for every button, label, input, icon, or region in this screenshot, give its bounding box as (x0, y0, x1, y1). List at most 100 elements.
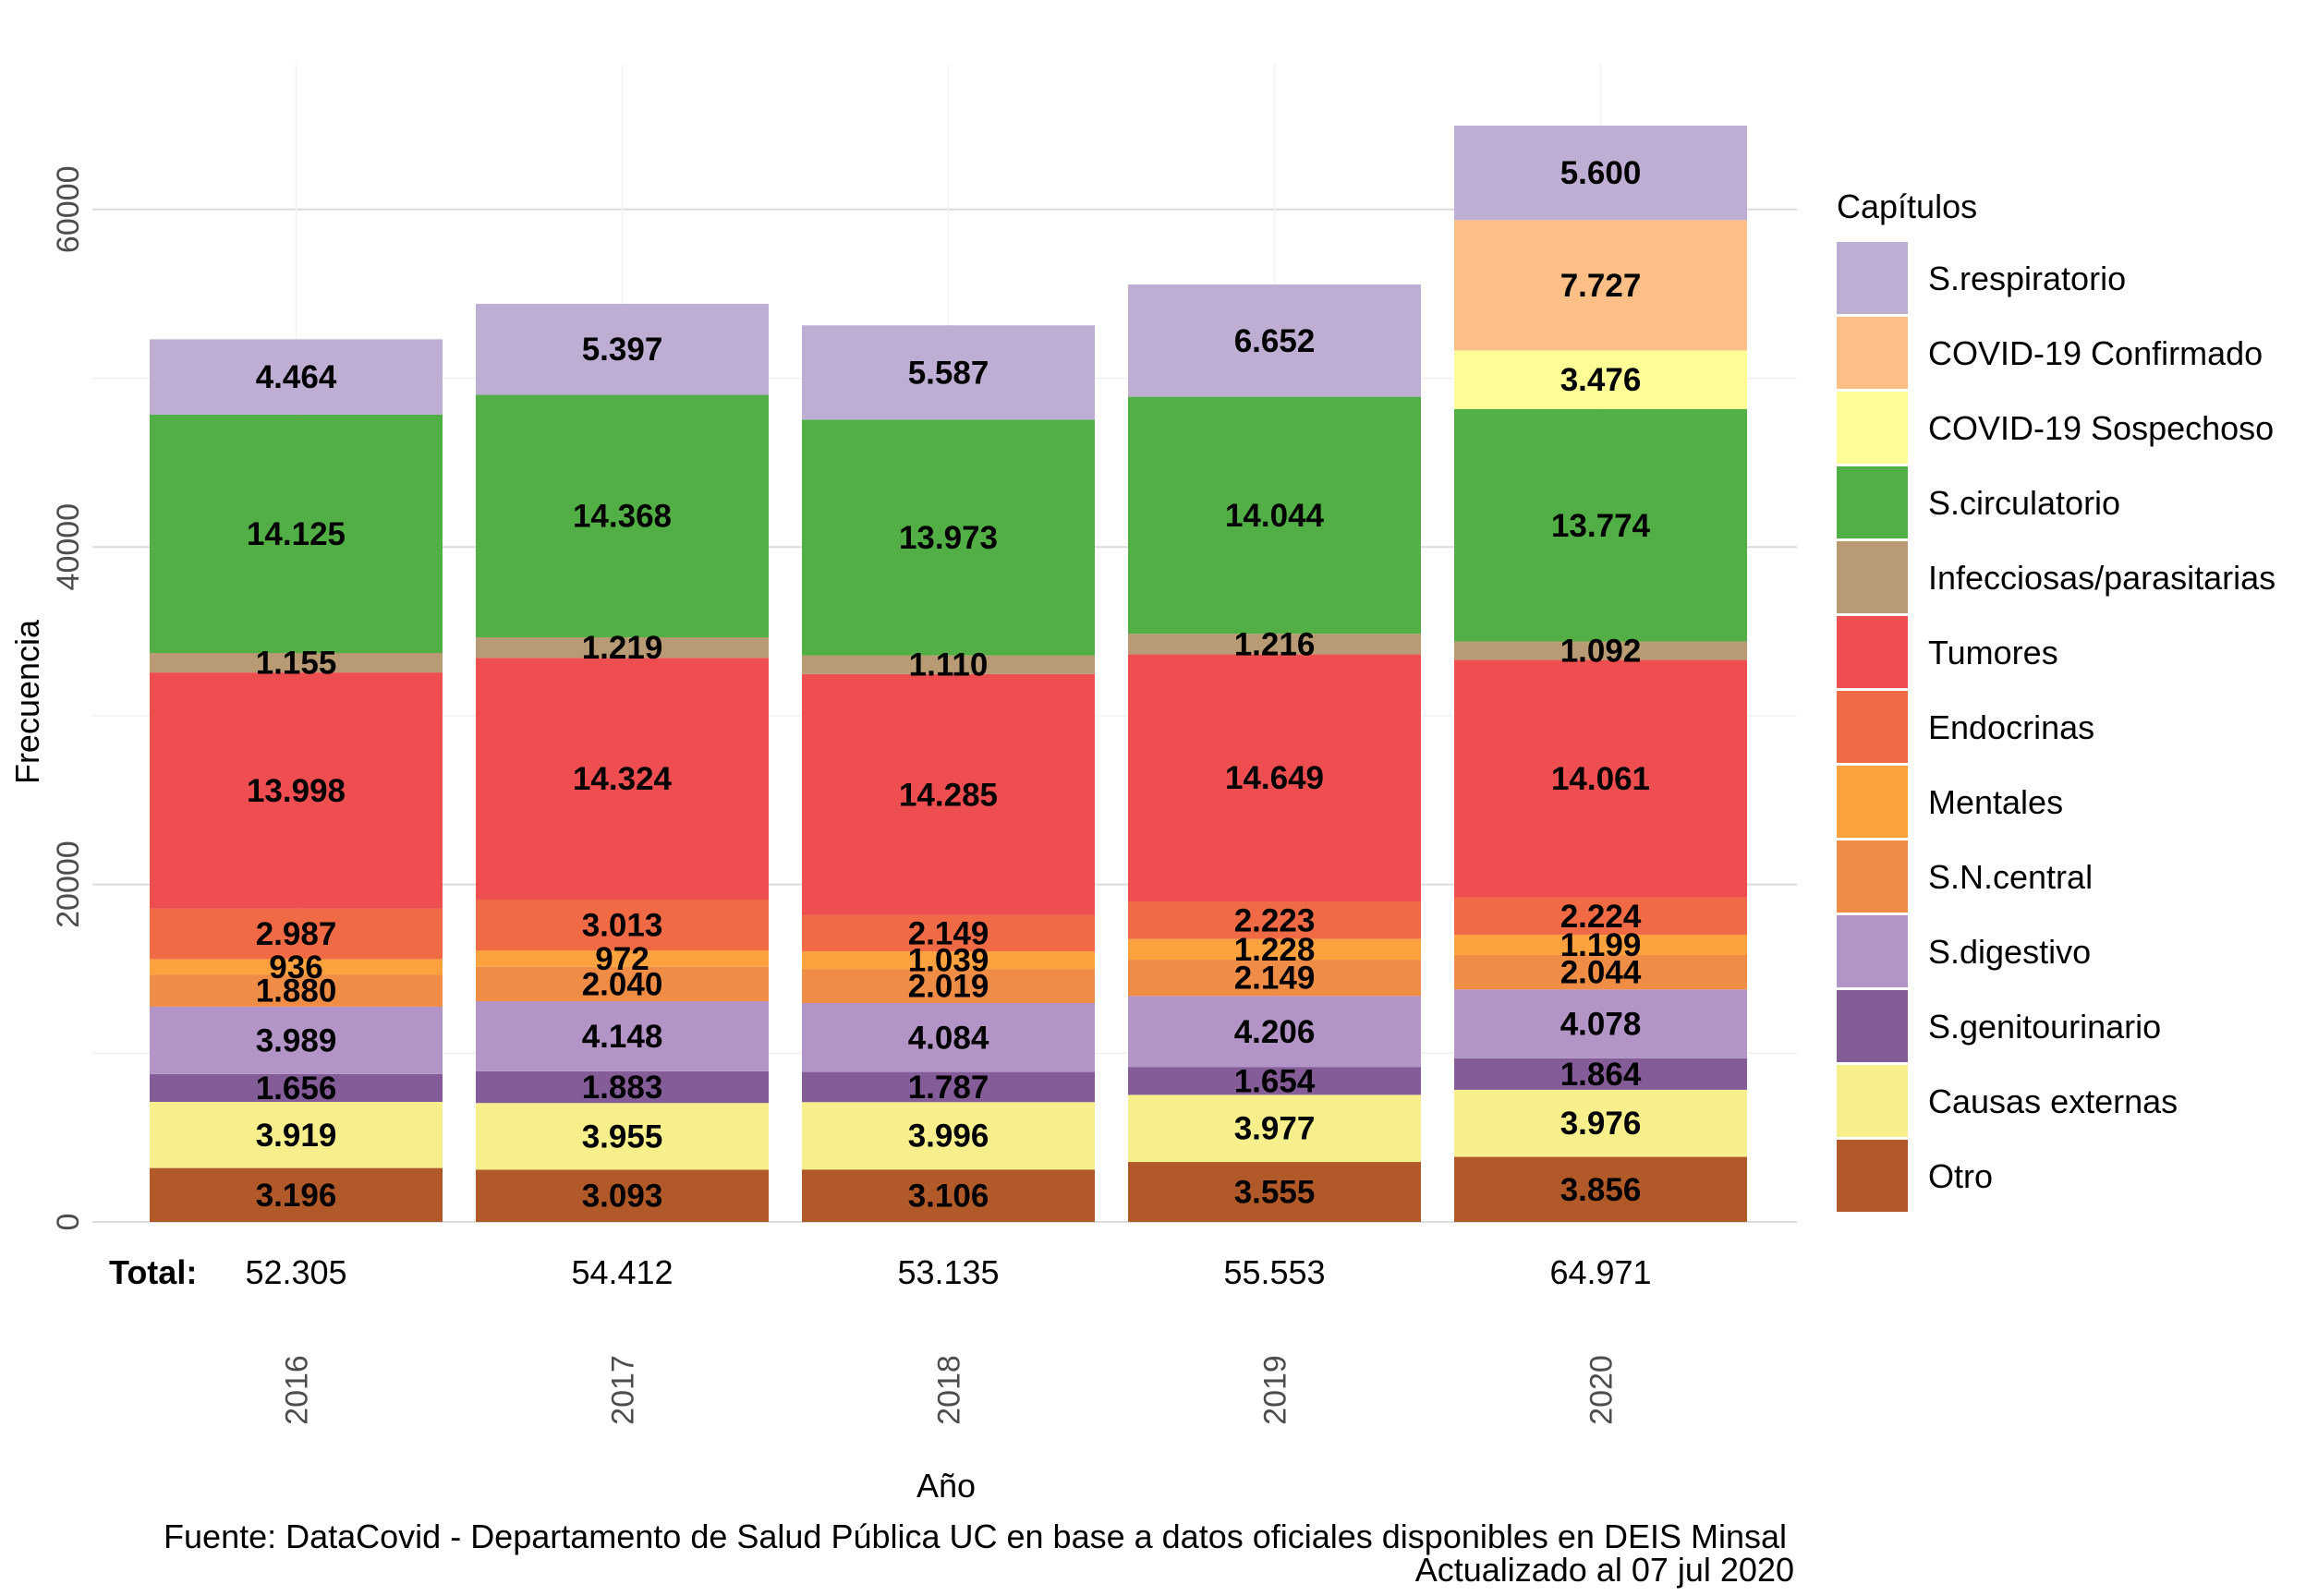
bar-segment (1454, 897, 1747, 936)
total-value: 53.135 (897, 1253, 999, 1291)
segment-label: 4.206 (1234, 1014, 1316, 1050)
legend-label: S.genitourinario (1928, 1008, 2161, 1046)
bar-segment (802, 1002, 1095, 1072)
legend-label: Causas externas (1928, 1082, 2178, 1120)
legend-label: Otro (1928, 1157, 1993, 1195)
segment-label: 1.216 (1234, 626, 1316, 662)
bar-segment (476, 658, 769, 900)
segment-label: 13.774 (1551, 508, 1651, 544)
legend-label: Tumores (1928, 634, 2058, 671)
bar-segment (476, 1169, 769, 1222)
bar-segment (1128, 1094, 1421, 1163)
bars (150, 125, 1747, 1222)
segment-label: 3.196 (256, 1178, 337, 1214)
legend-swatch (1837, 840, 1908, 913)
caption-source: Fuente: DataCovid - Departamento de Salu… (164, 1517, 1787, 1555)
x-tick-label: 2017 (606, 1355, 641, 1425)
x-axis-title: Año (916, 1467, 976, 1505)
bar-segment (1128, 284, 1421, 397)
bar-segment (476, 1001, 769, 1071)
segment-label: 3.989 (256, 1022, 337, 1058)
segment-label: 4.078 (1560, 1007, 1642, 1043)
segment-label: 3.013 (582, 907, 663, 943)
segment-label: 1.656 (256, 1070, 337, 1106)
y-axis-title: Frecuencia (8, 619, 46, 784)
legend-swatch (1837, 242, 1908, 314)
segment-label: 7.727 (1560, 268, 1642, 304)
legend-swatch (1837, 616, 1908, 688)
segment-label: 14.649 (1225, 760, 1324, 796)
bar-segment (1454, 641, 1747, 660)
legend-label: S.respiratorio (1928, 260, 2126, 297)
bar-segment (1454, 1156, 1747, 1222)
segment-label: 1.228 (1234, 932, 1316, 968)
bar-segment (476, 1103, 769, 1170)
segment-label: 2.987 (256, 916, 337, 952)
legend-swatch (1837, 392, 1908, 464)
bar-segment (150, 1006, 443, 1074)
y-tick-label: 0 (51, 1214, 86, 1231)
bar-segment (1128, 396, 1421, 635)
legend-label: S.digestivo (1928, 933, 2091, 971)
segment-label: 3.555 (1234, 1175, 1316, 1211)
totals-label: Total: (109, 1253, 197, 1291)
legend-swatch (1837, 1065, 1908, 1137)
bar-segment (150, 1102, 443, 1168)
legend-swatch (1837, 766, 1908, 838)
bar-segment (802, 655, 1095, 674)
bar-segment (476, 303, 769, 395)
segment-label: 1.787 (908, 1070, 989, 1106)
bar-segment (150, 672, 443, 909)
segment-label: 1.199 (1560, 927, 1642, 963)
bar-segment (802, 914, 1095, 952)
segment-label: 936 (269, 949, 322, 985)
x-axis: 2016 2017 2018 2019 2020 (280, 1355, 1620, 1425)
bar-segment (1128, 960, 1421, 997)
segment-label: 3.476 (1560, 362, 1642, 398)
bar-segment (150, 959, 443, 975)
bar-segment (150, 339, 443, 415)
legend-label: COVID-19 Confirmado (1928, 334, 2263, 372)
segment-label: 972 (595, 941, 649, 977)
legend-label: S.N.central (1928, 858, 2093, 896)
segment-label: 3.977 (1234, 1111, 1316, 1147)
x-tick-label: 2016 (280, 1355, 315, 1425)
bar-segment (1454, 935, 1747, 956)
segment-label: 1.864 (1560, 1057, 1642, 1093)
legend-label: Mentales (1928, 783, 2063, 821)
bar-segment (476, 394, 769, 637)
segment-label: 1.883 (582, 1070, 663, 1106)
totals-row: 52.305 54.412 53.135 55.553 64.971 Total: (109, 1253, 1652, 1291)
x-tick-label: 2019 (1258, 1355, 1293, 1425)
bar-segment (150, 1167, 443, 1222)
y-tick-label: 40000 (51, 503, 86, 591)
total-value: 54.412 (571, 1253, 673, 1291)
bar-segment (1128, 1067, 1421, 1095)
segment-label: 14.125 (247, 516, 346, 552)
segment-label: 2.019 (908, 969, 989, 1005)
legend-label: Infecciosas/parasitarias (1928, 559, 2276, 597)
legend-swatch (1837, 541, 1908, 613)
y-axis: 0 20000 40000 60000 (51, 166, 86, 1231)
segment-label: 2.223 (1234, 902, 1316, 938)
legend-title: Capítulos (1837, 187, 1977, 225)
x-tick-label: 2018 (932, 1355, 967, 1425)
segment-label: 2.149 (1234, 961, 1316, 997)
segment-label: 14.324 (573, 761, 673, 797)
segment-label: 14.368 (573, 499, 672, 535)
bar-segment (150, 1073, 443, 1103)
bar-segment (802, 1102, 1095, 1170)
bar-segment (1128, 634, 1421, 655)
segment-label: 4.084 (908, 1020, 989, 1056)
segment-label: 5.587 (908, 355, 989, 391)
legend-swatch (1837, 317, 1908, 389)
bar-segment (1454, 1058, 1747, 1090)
bar-segment (150, 653, 443, 673)
bar-segment (802, 951, 1095, 970)
bar-segment (1128, 901, 1421, 939)
bar-segment (1454, 350, 1747, 409)
legend: Capítulos S.respiratorio COVID-19 Confirma… (1837, 187, 2276, 1212)
y-tick-label: 60000 (51, 166, 86, 254)
